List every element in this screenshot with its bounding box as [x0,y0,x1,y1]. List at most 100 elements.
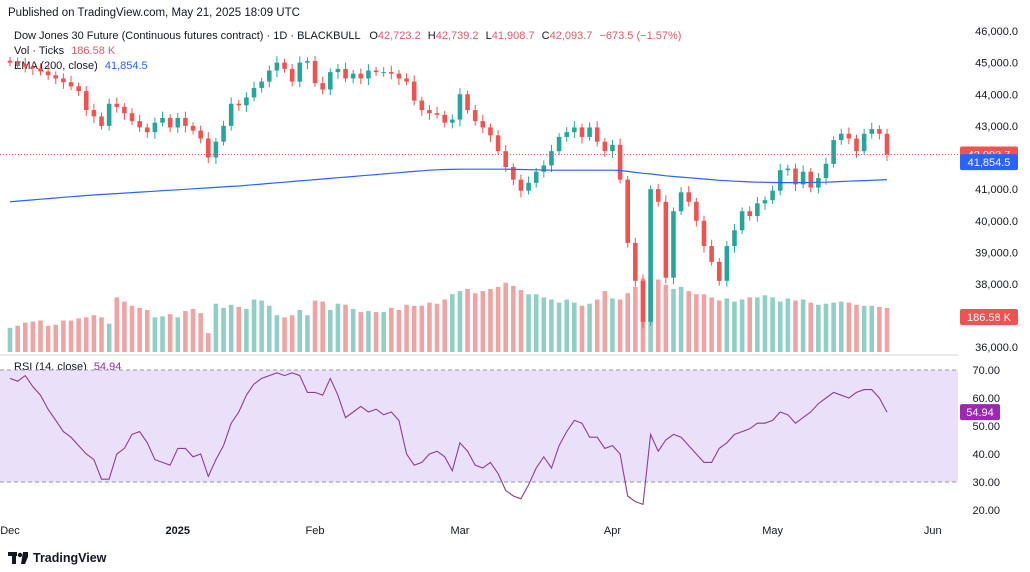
candle-body[interactable] [457,94,463,120]
candle-body[interactable] [671,211,676,278]
candle-body[interactable] [861,133,867,152]
volume-bar[interactable] [716,300,722,352]
candle-body[interactable] [549,151,554,166]
candle-body[interactable] [183,117,188,126]
candle-body[interactable] [732,230,737,247]
volume-bar[interactable] [869,305,875,352]
volume-bar[interactable] [221,307,226,352]
volume-bar[interactable] [343,304,348,352]
candle-body[interactable] [358,73,364,79]
volume-bar[interactable] [526,294,531,352]
candle-body[interactable] [808,171,814,188]
candle-body[interactable] [472,110,478,122]
candle-body[interactable] [205,138,211,158]
volume-bar[interactable] [129,305,135,352]
volume-bar[interactable] [541,297,547,352]
volume-bar[interactable] [335,303,341,352]
volume-bar[interactable] [53,324,59,352]
candle-body[interactable] [15,62,20,65]
candle-body[interactable] [305,61,310,63]
candle-body[interactable] [785,168,791,171]
candle-body[interactable] [221,125,226,142]
candle-body[interactable] [396,73,402,79]
volume-bar[interactable] [22,322,28,352]
candle-body[interactable] [373,70,379,73]
volume-bar[interactable] [99,317,104,352]
volume-bar[interactable] [266,305,272,352]
candle-body[interactable] [259,81,264,88]
volume-bar[interactable] [419,305,425,352]
volume-bar[interactable] [15,325,20,352]
candle-body[interactable] [663,201,669,278]
volume-bar[interactable] [663,284,669,352]
volume-bar[interactable] [503,282,508,352]
volume-bar[interactable] [686,291,692,352]
volume-bar[interactable] [83,317,89,352]
volume-bar[interactable] [587,303,592,352]
volume-bar[interactable] [396,310,402,352]
candle-body[interactable] [823,163,829,179]
candle-body[interactable] [137,121,142,128]
candle-body[interactable] [503,151,508,167]
candle-body[interactable] [389,72,394,74]
volume-bar[interactable] [579,305,585,352]
volume-bar[interactable] [884,307,890,352]
candle-body[interactable] [869,129,875,134]
volume-bar[interactable] [282,317,287,352]
volume-bar[interactable] [30,321,36,352]
candle-body[interactable] [91,110,97,117]
candle-body[interactable] [328,72,333,90]
candle-body[interactable] [777,170,783,191]
volume-bar[interactable] [183,311,188,352]
volume-bar[interactable] [793,300,798,352]
volume-bar[interactable] [152,317,158,352]
volume-bar[interactable] [122,301,127,352]
candle-body[interactable] [716,261,722,281]
volume-bar[interactable] [518,290,524,352]
candle-body[interactable] [381,72,386,74]
candle-body[interactable] [594,127,600,142]
volume-legend[interactable]: Vol · Ticks 186.58 K [14,45,115,57]
candle-body[interactable] [38,68,43,72]
candle-body[interactable] [770,190,775,201]
candle-body[interactable] [739,211,745,231]
volume-bar[interactable] [144,310,150,352]
volume-bar[interactable] [106,323,112,352]
volume-bar[interactable] [549,299,554,353]
volume-bar[interactable] [160,316,165,352]
candle-body[interactable] [404,78,409,82]
volume-bar[interactable] [167,314,173,352]
candle-body[interactable] [625,179,631,243]
candle-body[interactable] [442,114,447,123]
volume-bar[interactable] [450,294,455,352]
candle-body[interactable] [175,117,181,128]
candle-body[interactable] [884,133,890,155]
candle-body[interactable] [434,113,440,115]
candle-body[interactable] [518,179,524,191]
volume-bar[interactable] [816,304,821,352]
candle-body[interactable] [266,70,272,82]
volume-bar[interactable] [411,305,417,352]
volume-bar[interactable] [358,312,364,352]
candle-body[interactable] [228,103,234,126]
volume-bar[interactable] [373,312,379,352]
volume-bar[interactable] [175,317,181,352]
volume-bar[interactable] [808,302,814,352]
candle-body[interactable] [686,192,692,202]
candle-body[interactable] [7,60,13,63]
volume-bar[interactable] [434,303,440,352]
candle-body[interactable] [831,140,836,164]
volume-bar[interactable] [328,310,333,352]
volume-bar[interactable] [633,286,638,352]
volume-bar[interactable] [594,299,600,353]
tradingview-brand[interactable]: TradingView [8,551,106,565]
candle-body[interactable] [747,211,753,217]
volume-bar[interactable] [495,286,501,352]
volume-bar[interactable] [205,333,211,352]
volume-bar[interactable] [45,325,51,352]
candle-body[interactable] [511,166,516,180]
candle-body[interactable] [122,106,127,114]
volume-bar[interactable] [770,297,775,352]
volume-bar[interactable] [846,302,852,352]
